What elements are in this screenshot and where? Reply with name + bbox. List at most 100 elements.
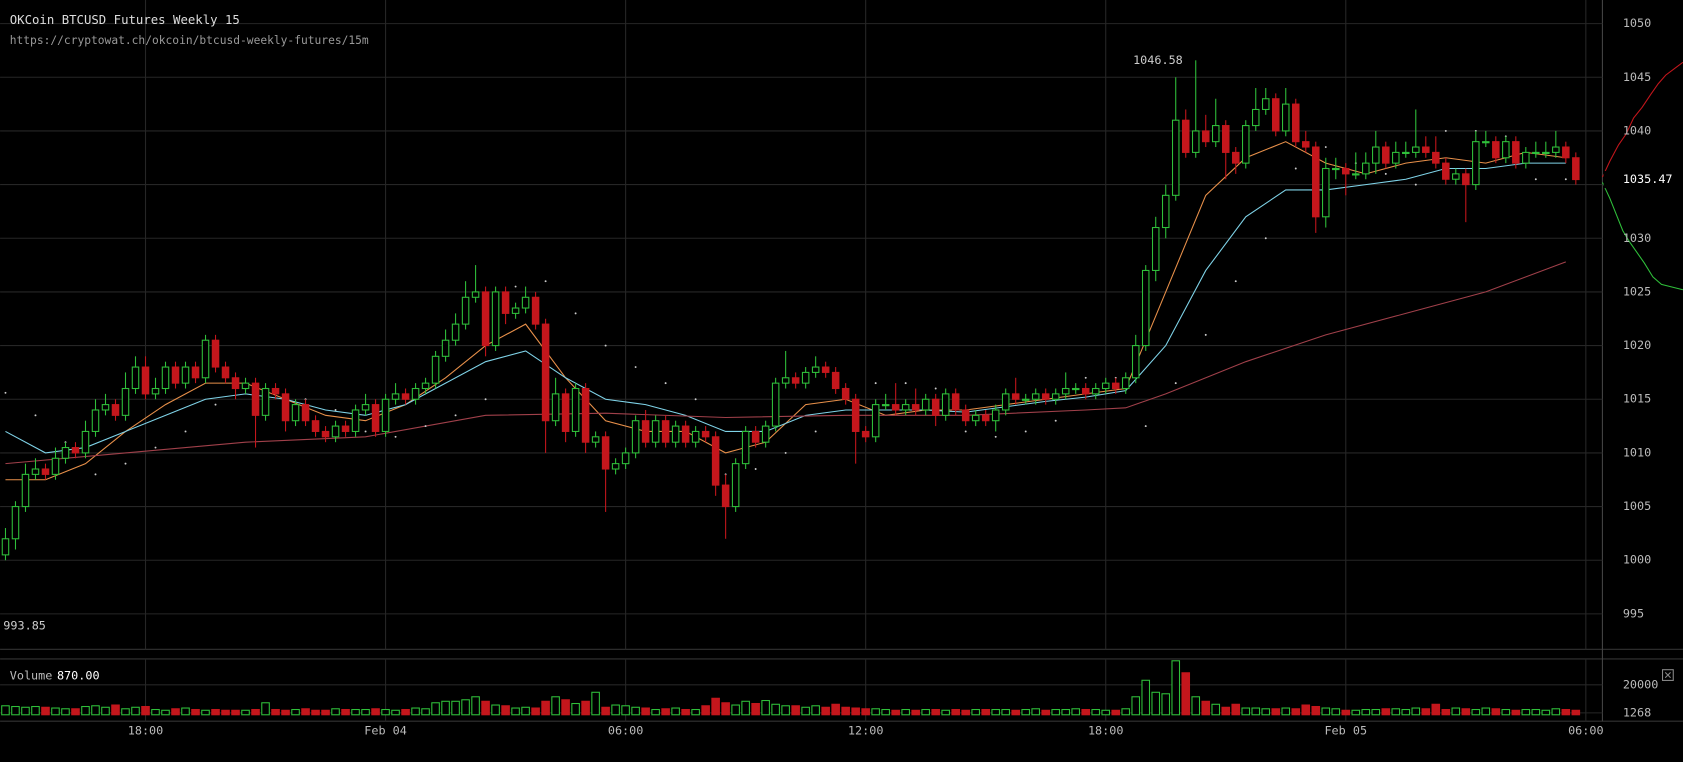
sar-dot <box>634 366 637 369</box>
volume-bar <box>111 704 120 716</box>
volume-bar <box>101 706 110 716</box>
candle-body <box>61 447 70 459</box>
close-icon-x[interactable] <box>1664 672 1671 679</box>
candle-body <box>1141 269 1150 347</box>
candle-body <box>221 366 230 379</box>
candle-body <box>491 291 500 347</box>
candle-body <box>281 393 290 422</box>
volume-bar <box>871 708 880 716</box>
candle-body <box>861 430 870 438</box>
volume-bar <box>921 708 930 716</box>
candle-body <box>1201 130 1210 143</box>
sar-dot <box>544 280 547 283</box>
volume-bar <box>1571 709 1581 716</box>
volume-bar <box>911 709 920 716</box>
candle-body <box>401 393 410 400</box>
candle-body <box>411 387 420 400</box>
sar-dot <box>1054 419 1057 422</box>
candle-body <box>521 296 530 309</box>
candle-body <box>761 425 770 443</box>
volume-bar <box>191 708 200 716</box>
candle-body <box>961 409 970 422</box>
volume-bar <box>1481 707 1491 716</box>
candle-body <box>721 484 730 508</box>
candle-body <box>1372 146 1380 164</box>
volume-bar <box>461 699 470 716</box>
volume-bar <box>601 706 610 716</box>
candle-body <box>441 339 450 357</box>
volume-bar <box>541 700 550 716</box>
candle-body <box>51 457 60 475</box>
volume-bar <box>641 707 650 716</box>
x-tick-label: Feb 04 <box>364 723 407 737</box>
y-tick-label: 1010 <box>1623 445 1651 459</box>
volume-bar <box>1021 708 1030 716</box>
candle-body <box>451 323 460 341</box>
sar-dot <box>1264 237 1267 240</box>
candle-body <box>851 398 860 432</box>
candle-body <box>1031 393 1040 400</box>
candle-body <box>511 307 520 314</box>
volume-bar <box>271 708 280 716</box>
candle-body <box>1071 387 1080 391</box>
volume-bar <box>581 700 590 716</box>
candle-body <box>1131 345 1140 379</box>
volume-bar <box>21 706 30 716</box>
sar-dot <box>1204 333 1207 336</box>
volume-bar <box>511 707 520 716</box>
volume-bar <box>1031 708 1040 716</box>
volume-bar <box>121 708 130 716</box>
volume-bar <box>1471 708 1481 716</box>
volume-bar <box>711 697 720 716</box>
candle-body <box>791 377 800 384</box>
volume-bar <box>401 708 410 716</box>
candle-body <box>1322 167 1330 218</box>
volume-bar <box>961 709 970 716</box>
volume-bar <box>761 699 770 716</box>
candle-body <box>371 404 380 432</box>
candle-body <box>1542 151 1550 155</box>
x-tick-label: 06:00 <box>608 723 644 737</box>
sar-dot <box>4 391 7 394</box>
sar-dot <box>1324 146 1327 148</box>
volume-bar <box>1101 709 1111 716</box>
candle-body <box>631 420 640 454</box>
candle-body <box>461 296 470 325</box>
volume-bar <box>1161 693 1171 716</box>
volume-bar <box>1551 708 1561 716</box>
volume-bar <box>361 708 370 716</box>
close-icon[interactable] <box>1661 669 1674 681</box>
candle-body <box>91 409 100 432</box>
candle-body <box>301 404 310 422</box>
candle-body <box>271 387 280 395</box>
volume-bar <box>1411 707 1421 716</box>
sar-dot <box>694 398 697 401</box>
sar-dot <box>664 382 667 385</box>
volume-bar <box>611 704 620 716</box>
depth-bids <box>1601 182 1683 291</box>
volume-bar <box>1511 709 1521 716</box>
volume-bar <box>351 708 360 716</box>
candle-body <box>1261 98 1270 111</box>
candle-body <box>541 323 550 422</box>
sar-dot <box>454 414 457 417</box>
y-tick-label: 1020 <box>1623 338 1651 352</box>
candle-body <box>1121 377 1130 390</box>
sar-dot <box>1384 172 1387 175</box>
candle-body <box>1282 103 1290 132</box>
volume-bar <box>1151 691 1161 716</box>
volume-bar <box>1311 705 1321 716</box>
candle-body <box>41 468 50 475</box>
candle-body <box>1181 119 1190 153</box>
volume-bar <box>991 708 1000 716</box>
sar-dot <box>514 285 517 288</box>
volume-bar <box>441 700 450 716</box>
volume-bar <box>1291 708 1301 716</box>
volume-bar <box>1061 708 1071 716</box>
volume-bar <box>371 708 380 716</box>
volume-bar <box>1051 708 1061 716</box>
candle-body <box>1101 382 1110 390</box>
volume-bar <box>1011 709 1020 716</box>
